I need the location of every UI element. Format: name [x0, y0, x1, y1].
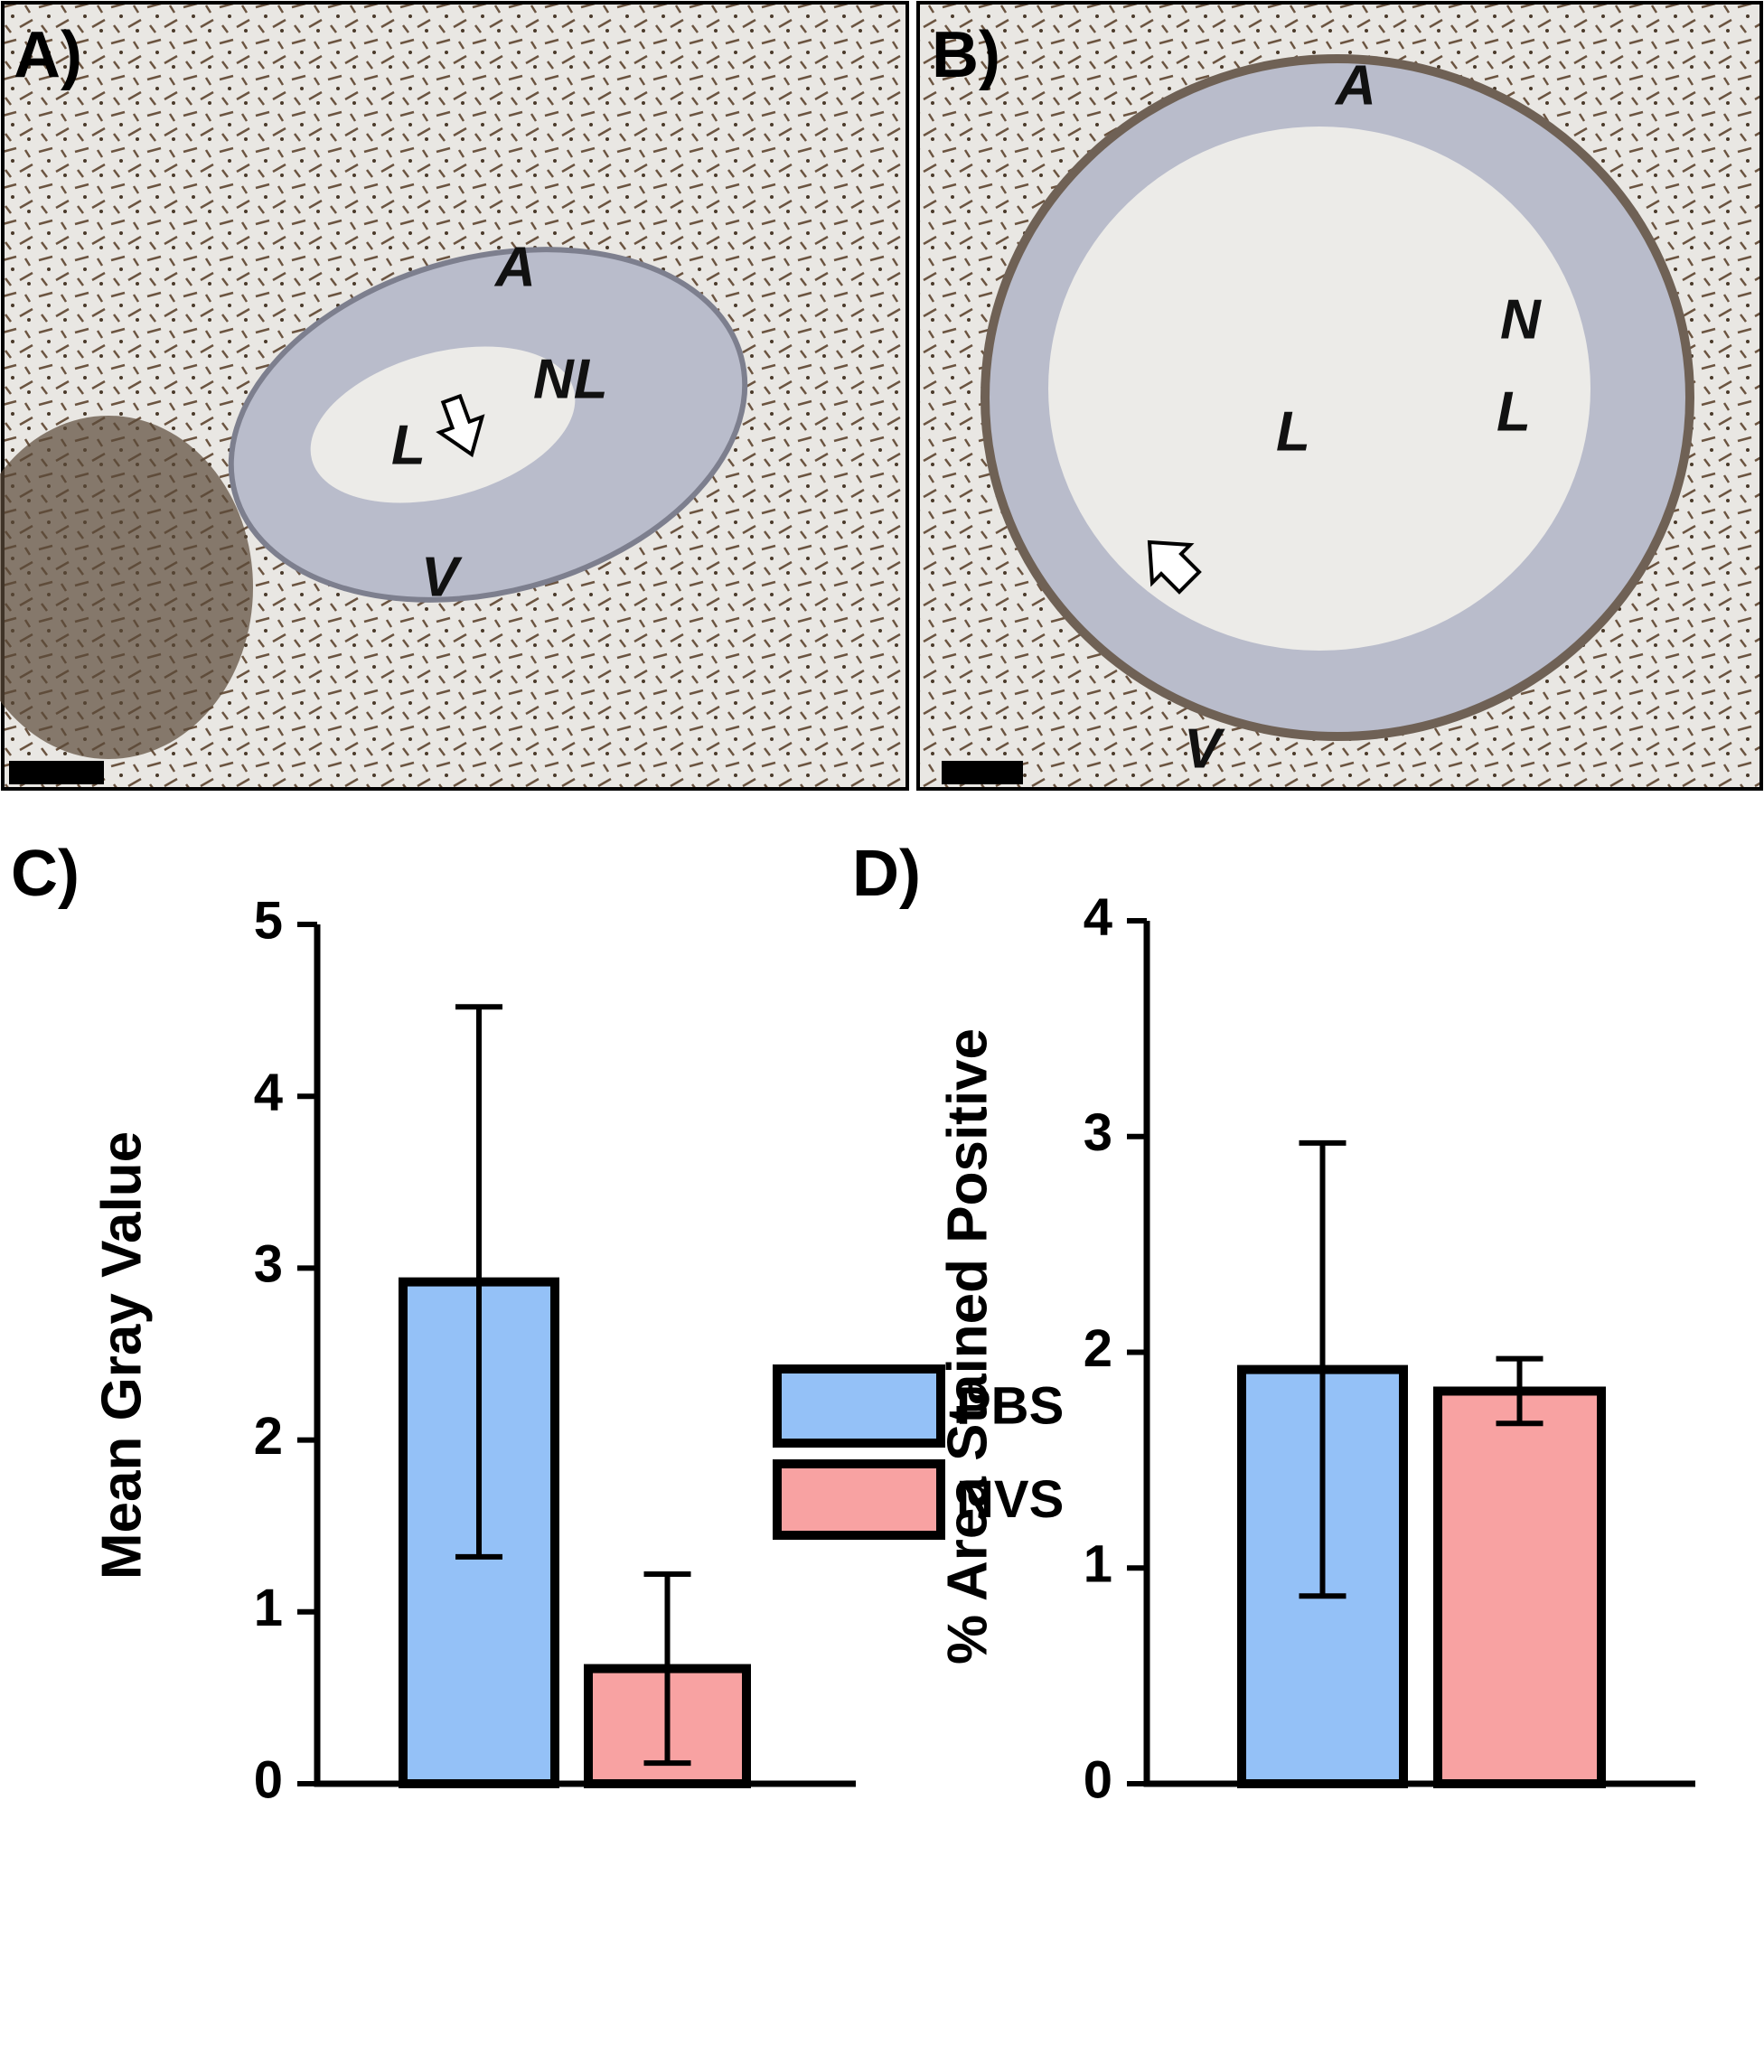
- error-bar: [1496, 1355, 1544, 1427]
- y-tick-label: 0: [254, 1750, 283, 1809]
- legend-swatch: [773, 1364, 945, 1448]
- annotation: L: [1276, 400, 1310, 463]
- legend-label: NVS: [956, 1470, 1064, 1529]
- legend-swatch: [773, 1459, 945, 1540]
- annotation: L: [1497, 380, 1531, 443]
- histology-image-a: [0, 1, 909, 791]
- y-axis-label: Mean Gray Value: [90, 1131, 153, 1580]
- y-tick-label: 3: [254, 1235, 283, 1294]
- panel-label: B): [932, 19, 1000, 91]
- annotation: NL: [533, 348, 608, 410]
- y-tick-label: 4: [1084, 887, 1112, 946]
- legend-label: PBS: [956, 1376, 1064, 1435]
- y-axis-label: % Area Stained Positive: [936, 1028, 999, 1664]
- y-tick-label: 1: [1084, 1535, 1112, 1594]
- y-tick-label: 3: [1084, 1103, 1112, 1162]
- y-tick-label: 2: [1084, 1319, 1112, 1378]
- y-tick-label: 4: [254, 1064, 283, 1122]
- axis-line: [1143, 921, 1695, 1787]
- annotation: V: [1184, 717, 1225, 780]
- panel-label: A): [14, 19, 82, 91]
- annotation: A: [1334, 54, 1376, 117]
- axis-line: [314, 924, 856, 1787]
- bar: [1433, 1386, 1606, 1788]
- y-tick-label: 0: [1084, 1750, 1112, 1809]
- panel-label: D): [852, 838, 921, 910]
- error-bar: [1299, 1139, 1346, 1599]
- error-bar: [643, 1570, 691, 1767]
- error-bar: [455, 1004, 502, 1560]
- annotation: L: [391, 414, 426, 476]
- annotation: N: [1500, 288, 1542, 351]
- panel-label: C): [11, 838, 80, 910]
- annotation: A: [493, 236, 536, 298]
- y-tick-label: 2: [254, 1407, 283, 1466]
- annotation: V: [421, 546, 463, 608]
- y-tick-label: 5: [254, 891, 283, 950]
- histology-image-b: [916, 1, 1763, 791]
- y-tick-label: 1: [254, 1579, 283, 1637]
